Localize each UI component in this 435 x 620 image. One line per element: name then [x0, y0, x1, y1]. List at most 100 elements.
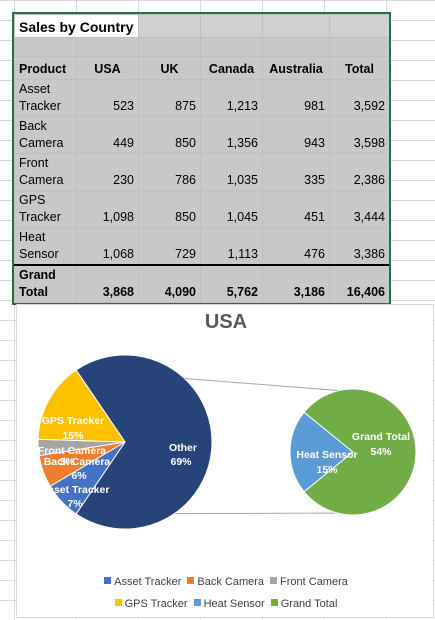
value-cell[interactable]: 5,762	[200, 264, 263, 303]
pie-slice-other[interactable]	[75, 354, 213, 530]
slice-label-front-camera: Front Camera	[38, 445, 106, 457]
value-cell[interactable]: 3,444	[329, 190, 390, 228]
cell[interactable]	[138, 14, 201, 38]
value-cell[interactable]: 943	[262, 116, 330, 154]
value-cell[interactable]: 3,592	[329, 79, 390, 117]
chart-plot-area: Other 69% Asset Tracker 7% Back Camera 6% Fron…	[37, 354, 417, 530]
product-cell[interactable]: Grand Total	[14, 264, 77, 303]
legend-label: Front Camera	[280, 576, 348, 588]
column-header-uk[interactable]: UK	[138, 56, 201, 80]
column-header-usa[interactable]: USA	[76, 56, 139, 80]
grand-total-row: Grand Total 3,868 4,090 5,762 3,186 16,406	[14, 264, 390, 303]
product-cell[interactable]: Front Camera	[14, 153, 77, 191]
product-name-line: Total	[19, 285, 48, 299]
product-name-line: Sensor	[19, 247, 59, 261]
product-name-line: Back	[19, 119, 47, 133]
value-cell[interactable]: 449	[76, 116, 139, 154]
value-cell[interactable]: 850	[138, 190, 201, 228]
product-cell[interactable]: GPS Tracker	[14, 190, 77, 228]
legend-item-front-camera[interactable]: Front Camera	[270, 571, 348, 593]
legend-label: Asset Tracker	[114, 576, 182, 588]
legend-swatch	[114, 599, 122, 606]
value-cell[interactable]: 729	[138, 227, 201, 266]
value-cell[interactable]: 3,186	[262, 264, 330, 303]
value-cell[interactable]: 3,386	[329, 227, 390, 266]
slice-label-heat-sensor: Heat Sensor	[296, 449, 357, 461]
table-row: Asset Tracker 523 875 1,213 981 3,592	[14, 79, 390, 117]
cell[interactable]	[262, 37, 330, 57]
value-cell[interactable]: 1,068	[76, 227, 139, 266]
product-name-line: Camera	[19, 136, 64, 150]
sales-table: Sales by Country Product USA UK Canada A…	[14, 14, 390, 303]
slice-label-gps-tracker: GPS Tracker	[42, 415, 104, 427]
legend-label: Heat Sensor	[203, 598, 265, 610]
legend-label: GPS Tracker	[124, 598, 188, 610]
chart-legend: Asset Tracker Back Camera Front Camera GPS …	[17, 571, 435, 615]
value-cell[interactable]: 1,356	[200, 116, 263, 154]
cell[interactable]	[200, 14, 263, 38]
slice-label-back-camera: Back Camera	[44, 456, 111, 468]
product-name-line: Asset	[19, 82, 51, 96]
column-header-australia[interactable]: Australia	[262, 56, 330, 80]
value-cell[interactable]: 786	[138, 153, 201, 191]
product-name-line: Tracker	[19, 210, 61, 224]
cell[interactable]	[76, 37, 139, 57]
cell[interactable]	[200, 37, 263, 57]
value-cell[interactable]: 16,406	[329, 264, 390, 303]
slice-label-back-camera-percent: 6%	[71, 470, 87, 482]
legend-swatch	[193, 599, 201, 606]
table-row: GPS Tracker 1,098 850 1,045 451 3,444	[14, 190, 390, 228]
slice-label-gps-tracker-percent: 15%	[62, 430, 84, 442]
slice-label-asset-tracker-percent: 7%	[67, 498, 83, 510]
cell[interactable]	[14, 37, 77, 57]
product-name-line: Heat	[19, 230, 46, 244]
product-name-line: Tracker	[19, 99, 61, 113]
product-cell[interactable]: Heat Sensor	[14, 227, 77, 266]
value-cell[interactable]: 4,090	[138, 264, 201, 303]
product-name-line: GPS	[19, 193, 46, 207]
value-cell[interactable]: 2,386	[329, 153, 390, 191]
sales-table-region[interactable]: Sales by Country Product USA UK Canada A…	[12, 12, 391, 305]
value-cell[interactable]: 1,045	[200, 190, 263, 228]
slice-label-heat-sensor-percent: 15%	[316, 464, 338, 476]
column-header-product[interactable]: Product	[14, 56, 77, 80]
table-title-cell[interactable]: Sales by Country	[14, 14, 139, 38]
value-cell[interactable]: 476	[262, 227, 330, 266]
value-cell[interactable]: 850	[138, 116, 201, 154]
legend-item-grand-total[interactable]: Grand Total	[270, 593, 337, 615]
pie-slice-heat-sensor[interactable]	[289, 411, 354, 493]
table-row: Back Camera 449 850 1,356 943 3,598	[14, 116, 390, 154]
table-title: Sales by Country	[19, 19, 134, 35]
value-cell[interactable]: 3,598	[329, 116, 390, 154]
value-cell[interactable]: 3,868	[76, 264, 139, 303]
value-cell[interactable]: 875	[138, 79, 201, 117]
value-cell[interactable]: 1,098	[76, 190, 139, 228]
value-cell[interactable]: 1,035	[200, 153, 263, 191]
cell[interactable]	[329, 14, 390, 38]
value-cell[interactable]: 451	[262, 190, 330, 228]
product-cell[interactable]: Back Camera	[14, 116, 77, 154]
pie-slice-grand-total[interactable]	[303, 388, 417, 516]
column-header-total[interactable]: Total	[329, 56, 390, 80]
legend-label: Back Camera	[197, 576, 265, 588]
cell[interactable]	[138, 37, 201, 57]
value-cell[interactable]: 1,113	[200, 227, 263, 266]
value-cell[interactable]: 981	[262, 79, 330, 117]
legend-item-gps-tracker[interactable]: GPS Tracker	[114, 593, 188, 615]
chart-title: USA	[204, 311, 248, 333]
value-cell[interactable]: 523	[76, 79, 139, 117]
legend-item-heat-sensor[interactable]: Heat Sensor	[193, 593, 265, 615]
column-header-canada[interactable]: Canada	[200, 56, 263, 80]
legend-item-asset-tracker[interactable]: Asset Tracker	[104, 571, 181, 593]
usa-pie-of-pie-chart[interactable]: USA Other 69% Asset Tracker 7% Back Camera 6%…	[16, 304, 434, 618]
cell[interactable]	[262, 14, 330, 38]
value-cell[interactable]: 230	[76, 153, 139, 191]
legend-swatch	[270, 599, 278, 606]
product-cell[interactable]: Asset Tracker	[14, 79, 77, 117]
pie-slice-gps-tracker[interactable]	[37, 369, 126, 443]
value-cell[interactable]: 335	[262, 153, 330, 191]
value-cell[interactable]: 1,213	[200, 79, 263, 117]
legend-item-back-camera[interactable]: Back Camera	[187, 571, 264, 593]
cell[interactable]	[329, 37, 390, 57]
slice-label-other: Other	[169, 442, 197, 454]
